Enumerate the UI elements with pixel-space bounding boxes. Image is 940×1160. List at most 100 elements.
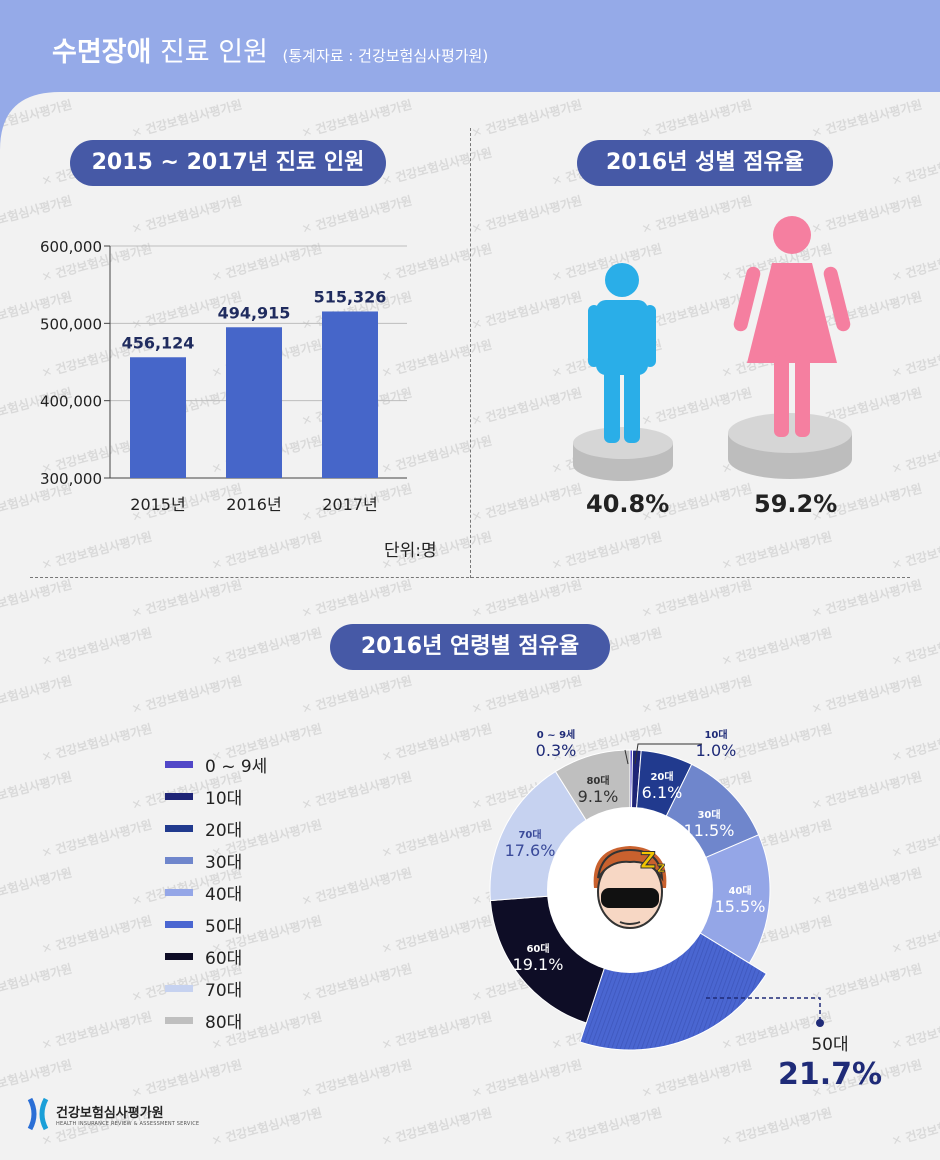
watermark: ✕ 건강보험심사평가원: [0, 1057, 74, 1101]
svg-text:z: z: [657, 860, 665, 876]
bar-value-label: 515,326: [314, 287, 387, 306]
y-tick-label: 600,000: [40, 238, 102, 256]
page-title-bold: 수면장애: [52, 37, 152, 68]
legend-label: 60대: [205, 948, 243, 969]
legend-swatch: [165, 920, 193, 928]
slice-name-label: 0 ~ 9세: [537, 728, 575, 741]
yearly-section-title: 2015 ~ 2017년 진료 인원: [70, 140, 386, 186]
header-background: [0, 0, 940, 150]
leader-dot-50s: [816, 1019, 824, 1027]
watermark: ✕ 건강보험심사평가원: [0, 961, 74, 1005]
slice-name-label: 30대: [697, 808, 720, 821]
legend-swatch: [165, 824, 193, 832]
bar: [226, 327, 282, 478]
age-donut-chart: Z z 0 ~ 9세0.3%10대1.0%20대6.1%30대11.5%40대1…: [489, 728, 882, 1092]
legend-swatch: [165, 760, 193, 768]
bar-value-label: 494,915: [218, 303, 291, 322]
slice-name-label: 80대: [586, 774, 609, 787]
legend-item: 60대: [165, 940, 267, 972]
leader-10s: [634, 743, 702, 765]
watermark: ✕ 건강보험심사평가원: [130, 673, 244, 717]
watermark: ✕ 건강보험심사평가원: [0, 865, 74, 909]
watermark: ✕ 건강보험심사평가원: [720, 625, 834, 669]
legend-label: 70대: [205, 980, 243, 1001]
bar: [130, 357, 186, 478]
slice-name-label: 40대: [728, 884, 751, 897]
legend-item: 80대: [165, 1004, 267, 1036]
legend-swatch: [165, 952, 193, 960]
legend-label: 20대: [205, 820, 243, 841]
bar: [322, 311, 378, 478]
x-tick-label: 2017년: [322, 495, 377, 514]
male-icon: [588, 263, 656, 443]
footer-logo: 건강보험심사평가원 HEALTH INSURANCE REVIEW & ASSE…: [26, 1097, 199, 1131]
legend-swatch: [165, 984, 193, 992]
gender-section-title: 2016년 성별 점유율: [577, 140, 833, 186]
legend-label: 0 ~ 9세: [205, 756, 268, 777]
slice-name-label: 70대: [518, 828, 541, 841]
legend-label: 10대: [205, 788, 243, 809]
legend-label: 50대: [205, 916, 243, 937]
watermark: ✕ 건강보험심사평가원: [550, 529, 664, 573]
watermark: ✕ 건강보험심사평가원: [470, 577, 584, 621]
org-logo-icon: [27, 1097, 49, 1131]
legend-label: 80대: [205, 1012, 243, 1033]
watermark: ✕ 건강보험심사평가원: [300, 865, 414, 909]
watermark: ✕ 건강보험심사평가원: [720, 529, 834, 573]
section-divider-vertical: [470, 128, 471, 578]
legend-swatch: [165, 888, 193, 896]
male-percent: 40.8%: [586, 490, 670, 518]
org-name: 건강보험심사평가원: [56, 1105, 164, 1121]
legend-label: 30대: [205, 852, 243, 873]
svg-text:Z: Z: [640, 849, 656, 874]
legend-item: 20대: [165, 812, 267, 844]
legend-item: 70대: [165, 972, 267, 1004]
data-source: (통계자료 : 건강보험심사평가원): [282, 47, 489, 65]
legend-item: 40대: [165, 876, 267, 908]
slice-name-label: 10대: [704, 728, 727, 741]
slice-name-label: 50대: [811, 1035, 848, 1055]
watermark: ✕ 건강보험심사평가원: [0, 577, 74, 621]
slice-value-label: 1.0%: [696, 741, 737, 760]
page-title-light: 진료 인원: [159, 37, 268, 68]
watermark: ✕ 건강보험심사평가원: [210, 1105, 324, 1149]
watermark: ✕ 건강보험심사평가원: [300, 961, 414, 1005]
watermark: ✕ 건강보험심사평가원: [40, 817, 154, 861]
y-tick-label: 300,000: [40, 470, 102, 488]
slice-value-label: 9.1%: [578, 787, 619, 806]
watermark: ✕ 건강보험심사평가원: [40, 1009, 154, 1053]
watermark: ✕ 건강보험심사평가원: [890, 529, 940, 573]
slice-value-label: 17.6%: [505, 841, 556, 860]
sleeping-face-icon: Z z: [593, 846, 667, 929]
watermark: ✕ 건강보험심사평가원: [130, 577, 244, 621]
slice-name-label: 60대: [526, 942, 549, 955]
legend-swatch: [165, 792, 193, 800]
male-pedestal: [573, 427, 673, 481]
y-tick-label: 400,000: [40, 393, 102, 411]
watermark: ✕ 건강보험심사평가원: [300, 769, 414, 813]
watermark: ✕ 건강보험심사평가원: [300, 673, 414, 717]
watermark: ✕ 건강보험심사평가원: [130, 1057, 244, 1101]
x-tick-label: 2016년: [226, 495, 281, 514]
slice-value-label: 21.7%: [778, 1057, 882, 1092]
section-divider-horizontal: [30, 577, 910, 578]
female-icon: [733, 216, 851, 437]
leader-50s: [706, 997, 821, 1022]
slice-name-label: 20대: [650, 770, 673, 783]
legend-item: 50대: [165, 908, 267, 940]
slice-value-label: 15.5%: [715, 897, 766, 916]
watermark: ✕ 건강보험심사평가원: [890, 625, 940, 669]
slice-value-label: 19.1%: [513, 955, 564, 974]
watermark: ✕ 건강보험심사평가원: [210, 625, 324, 669]
watermark: ✕ 건강보험심사평가원: [890, 145, 940, 189]
legend-item: 0 ~ 9세: [165, 748, 267, 780]
gender-chart: [573, 216, 852, 481]
watermark: ✕ 건강보험심사평가원: [300, 577, 414, 621]
leader-0-9: [624, 749, 629, 765]
watermark: ✕ 건강보험심사평가원: [40, 913, 154, 957]
page-title: 수면장애 진료 인원 (통계자료 : 건강보험심사평가원): [52, 30, 488, 69]
yearly-bar-chart: 300,000 400,000 500,000 600,000 456,124 2015년…: [40, 238, 407, 514]
org-sub: HEALTH INSURANCE REVIEW & ASSESSMENT SER…: [56, 1120, 200, 1127]
legend-item: 10대: [165, 780, 267, 812]
legend-swatch: [165, 856, 193, 864]
